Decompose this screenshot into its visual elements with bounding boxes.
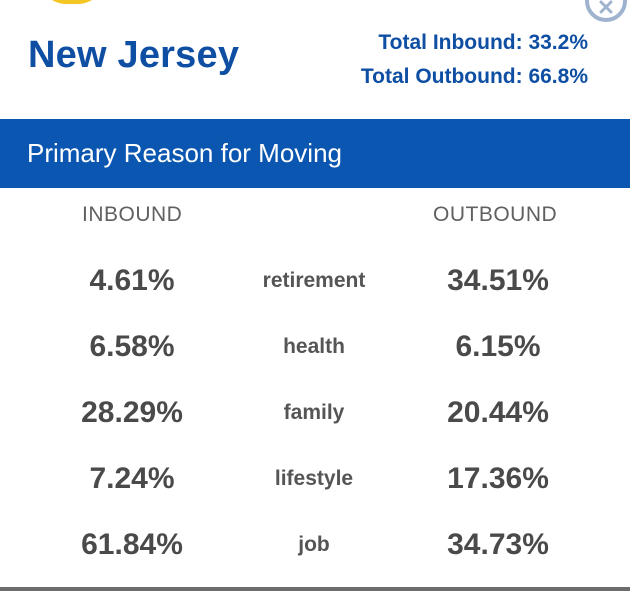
inbound-value: 7.24%: [89, 462, 175, 495]
table-row: 4.61% retirement 34.51%: [0, 248, 630, 314]
inbound-column-header: INBOUND: [82, 203, 183, 226]
table-row: 6.58% health 6.15%: [0, 314, 630, 380]
total-inbound: Total Inbound: 33.2%: [378, 31, 588, 54]
inbound-value: 6.58%: [89, 330, 175, 363]
close-icon: [599, 0, 613, 14]
table-row: 61.84% job 34.73%: [0, 512, 630, 578]
inbound-value: 28.29%: [81, 396, 183, 429]
close-button[interactable]: [585, 0, 627, 22]
bottom-divider: [0, 587, 630, 591]
reason-label: health: [283, 335, 345, 358]
totals-summary: Total Inbound: 33.2% Total Outbound: 66.…: [361, 26, 588, 94]
outbound-value: 17.36%: [447, 462, 549, 495]
outbound-value: 6.15%: [455, 330, 541, 363]
reason-label: retirement: [262, 269, 366, 292]
table-row: 28.29% family 20.44%: [0, 380, 630, 446]
table-row: 7.24% lifestyle 17.36%: [0, 446, 630, 512]
outbound-value: 20.44%: [447, 396, 549, 429]
reasons-table: 4.61% retirement 34.51% 6.58% health 6.1…: [0, 248, 630, 578]
outbound-column-header: OUTBOUND: [433, 203, 558, 226]
reason-label: lifestyle: [274, 467, 354, 490]
inbound-value: 61.84%: [81, 528, 183, 561]
reason-label: job: [298, 533, 330, 556]
outbound-value: 34.73%: [447, 528, 549, 561]
outbound-value: 34.51%: [447, 264, 549, 297]
total-outbound: Total Outbound: 66.8%: [360, 65, 588, 88]
reason-label: family: [283, 401, 345, 424]
section-banner: Primary Reason for Moving: [0, 119, 630, 188]
logo-icon: [40, 0, 104, 4]
state-title: New Jersey: [28, 34, 240, 76]
inbound-value: 4.61%: [89, 264, 175, 297]
